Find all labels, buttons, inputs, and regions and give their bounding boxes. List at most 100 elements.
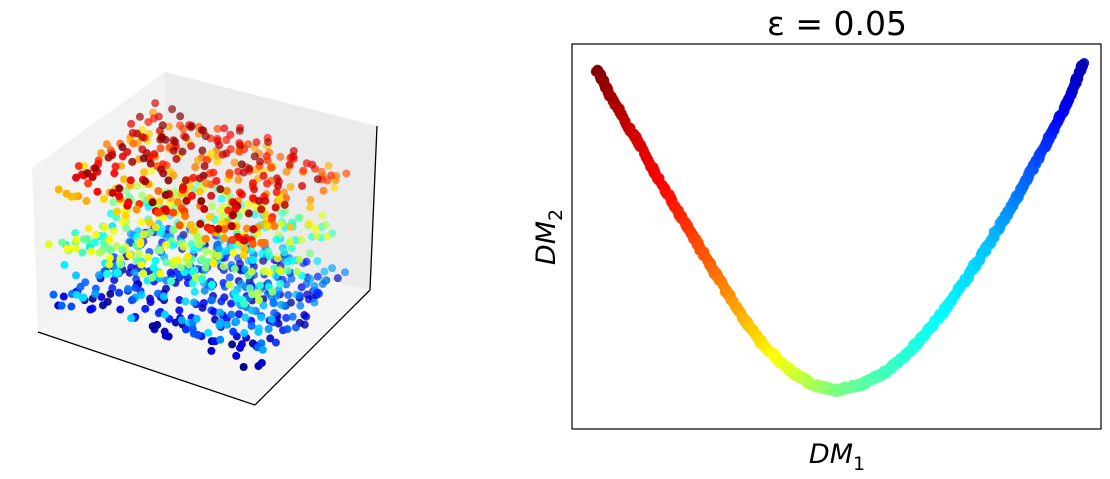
y-axis-label-main: DM (531, 221, 562, 265)
scatter3d-point (231, 204, 240, 213)
scatter3d-point (263, 222, 272, 231)
scatter3d-point (278, 209, 287, 218)
scatter3d-point (248, 179, 257, 188)
scatter3d-point (269, 299, 278, 308)
scatter3d-point (230, 158, 239, 167)
scatter3d-point (150, 149, 159, 158)
scatter3d-point (92, 230, 101, 239)
scatter3d-point (109, 227, 118, 236)
scatter3d-point (87, 247, 96, 256)
scatter3d-point (105, 254, 114, 263)
scatter3d-point (72, 235, 81, 244)
scatter3d-point (130, 268, 139, 277)
scatter3d-point (122, 224, 131, 233)
scatter3d-point (169, 208, 178, 217)
scatter3d-point (234, 175, 243, 184)
scatter3d-point (187, 191, 196, 200)
scatter3d-point (193, 156, 202, 165)
scatter3d-point (252, 138, 261, 147)
scatter3d-point (156, 144, 165, 153)
scatter3d-point (128, 128, 137, 137)
scatter3d-point (273, 254, 282, 263)
scatter3d-point (295, 291, 304, 300)
scatter3d-point (106, 290, 115, 299)
scatter3d-point (313, 257, 322, 266)
scatter3d-point (267, 315, 276, 324)
scatter3d-point (109, 198, 118, 207)
scatter3d-point (254, 327, 263, 336)
scatter3d-point (181, 133, 190, 142)
scatter3d-point (192, 314, 201, 323)
scatter3d-point (267, 216, 276, 225)
scatter3d-point (151, 256, 160, 265)
scatter3d-point (127, 314, 136, 323)
scatter3d-point (189, 298, 198, 307)
scatter3d-point (134, 249, 143, 258)
scatter3d-point (245, 164, 254, 173)
points-2d (590, 58, 1090, 398)
scatter3d-point (176, 112, 185, 121)
scatter3d-point (216, 185, 225, 194)
scatter3d-point (258, 249, 267, 258)
scatter3d-point (116, 260, 125, 269)
scatter3d-point (268, 287, 277, 296)
scatter3d-point (112, 242, 121, 251)
scatter3d-point (169, 171, 178, 180)
scatter3d-point (115, 191, 124, 200)
scatter3d-point (128, 157, 137, 166)
scatter3d-point (209, 259, 218, 268)
scatter3d-point (227, 299, 236, 308)
scatter3d-point (235, 139, 244, 148)
scatter3d-point (116, 305, 125, 314)
scatter3d-point (148, 273, 157, 282)
scatter3d-point (71, 228, 80, 237)
scatter3d-point (254, 288, 263, 297)
scatter3d-point (121, 211, 130, 220)
scatter3d-point (249, 225, 258, 234)
scatter3d-point (220, 225, 229, 234)
scatter3d-point (72, 290, 81, 299)
scatter3d-point (146, 166, 155, 175)
scatter3d-point (84, 179, 93, 188)
scatter3d-point (221, 247, 230, 256)
scatter3d-point (198, 303, 207, 312)
chart-title: ε = 0.05 (767, 4, 907, 43)
scatter3d-point (228, 340, 237, 349)
scatter3d-point (217, 297, 226, 306)
scatter3d-point (197, 275, 206, 283)
scatter3d-point (232, 317, 241, 326)
scatter3d-point (322, 232, 331, 241)
scatter3d-point (112, 207, 121, 216)
scatter3d-point (247, 267, 256, 276)
scatter3d-point (168, 105, 177, 114)
scatter3d-point (205, 213, 214, 221)
scatter3d-point (298, 181, 307, 190)
scatter3d-point (235, 126, 244, 135)
scatter3d-point (240, 299, 249, 308)
scatter3d-point (228, 210, 237, 219)
scatter3d-point (171, 137, 180, 146)
scatter3d-point (166, 277, 175, 286)
scatter3d-point (312, 231, 321, 240)
scatter3d-point (158, 121, 167, 130)
scatter3d-point (181, 176, 190, 185)
scatter3d-point (271, 338, 280, 347)
scatter3d-point (104, 153, 113, 162)
scatter3d-point (115, 288, 124, 297)
scatter3d-point (328, 264, 337, 273)
scatter3d-point (139, 168, 148, 177)
scatter3d-point (256, 157, 265, 166)
scatter3d-point (58, 238, 67, 247)
scatter3d-point (306, 195, 315, 204)
dm-axes: ε = 0.05 DM1 DM2 (531, 4, 1102, 475)
scatter3d-point (138, 191, 147, 200)
scatter3d-point (284, 290, 293, 299)
scatter3d-point (184, 252, 193, 261)
scatter3d-point (282, 313, 291, 322)
scatter3d-point (287, 274, 296, 283)
scatter3d-point (229, 327, 238, 336)
scatter3d-point (160, 310, 169, 319)
scatter3d-point (292, 267, 301, 276)
scatter3d-point (313, 272, 322, 281)
scatter3d-point (258, 345, 267, 354)
